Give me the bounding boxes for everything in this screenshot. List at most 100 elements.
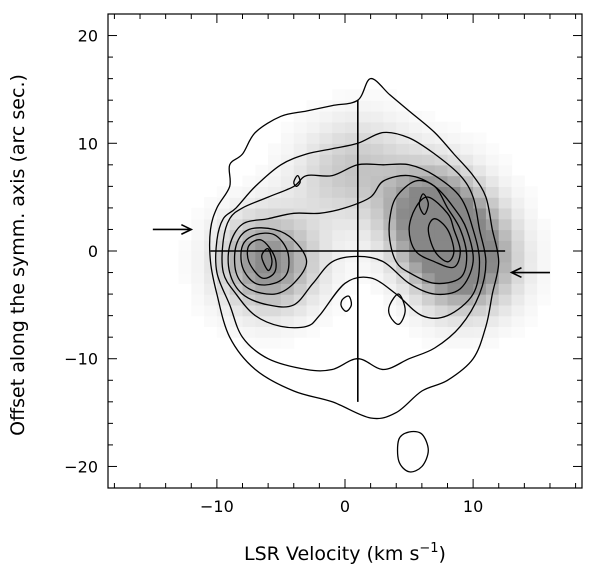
heatmap-cell xyxy=(280,304,295,317)
heatmap-cell xyxy=(345,111,359,123)
heatmap-cell xyxy=(460,197,474,209)
heatmap-cell xyxy=(268,207,282,220)
heatmap-cell xyxy=(447,294,461,306)
heatmap-cell xyxy=(293,304,308,317)
heatmap-cell xyxy=(242,175,256,187)
heatmap-cell xyxy=(345,89,359,101)
heatmap-cell xyxy=(242,197,256,209)
heatmap-cell xyxy=(434,229,449,241)
heatmap-cell xyxy=(511,261,525,274)
heatmap-cell xyxy=(345,100,359,112)
heatmap-cell xyxy=(332,89,346,101)
heatmap-cell xyxy=(255,197,269,209)
heatmap-cell xyxy=(498,294,513,306)
heatmap-cell xyxy=(409,272,423,284)
heatmap-cell xyxy=(485,164,500,177)
heatmap-cell xyxy=(345,186,359,198)
heatmap-cell xyxy=(345,207,359,220)
heatmap-cell xyxy=(447,240,461,252)
heatmap-cell xyxy=(357,197,372,209)
heatmap-cell xyxy=(280,164,295,177)
heatmap-cell xyxy=(357,186,372,198)
heatmap-cell xyxy=(370,283,384,295)
heatmap-cell xyxy=(319,100,333,112)
heatmap-cell xyxy=(460,261,474,274)
heatmap-cell xyxy=(473,197,487,209)
heatmap-cell xyxy=(293,326,308,338)
heatmap-cell xyxy=(306,251,320,263)
heatmap-cell xyxy=(447,251,461,263)
heatmap-cell xyxy=(409,261,423,274)
heatmap-cell xyxy=(345,240,359,252)
heatmap-cell xyxy=(204,272,218,284)
heatmap-cell xyxy=(447,207,461,220)
heatmap-cell xyxy=(434,143,449,155)
heatmap-cell xyxy=(396,197,410,209)
heatmap-cell xyxy=(498,164,513,177)
heatmap-cell xyxy=(370,240,384,252)
heatmap-cell xyxy=(460,229,474,241)
heatmap-cell xyxy=(511,304,525,317)
contour-line xyxy=(227,174,474,308)
heatmap-cell xyxy=(524,218,538,231)
heatmap-cell xyxy=(421,251,436,263)
heatmap-cell xyxy=(306,197,320,209)
heatmap-cell xyxy=(191,272,205,284)
heatmap-cell xyxy=(434,240,449,252)
heatmap-cell xyxy=(204,197,218,209)
heatmap-cell xyxy=(498,186,513,198)
heatmap-cell xyxy=(485,207,500,220)
heatmap-cell xyxy=(421,164,436,177)
heatmap-cell xyxy=(242,218,256,231)
heatmap-cell xyxy=(306,283,320,295)
heatmap-cell xyxy=(332,132,346,144)
heatmap-cell xyxy=(409,143,423,155)
heatmap-cell xyxy=(370,121,384,134)
heatmap-cell xyxy=(293,186,308,198)
contour-line xyxy=(261,248,273,272)
heatmap-cell xyxy=(370,132,384,144)
heatmap-cell xyxy=(319,154,333,166)
contour-line xyxy=(246,239,277,279)
heatmap-cell xyxy=(332,261,346,274)
heatmap-cell xyxy=(357,218,372,231)
x-axis-title-close: ) xyxy=(439,543,446,565)
heatmap-cell xyxy=(409,240,423,252)
heatmap-cell xyxy=(537,294,551,306)
contour-line xyxy=(221,163,481,329)
heatmap-cell xyxy=(498,272,513,284)
heatmap-cell xyxy=(370,164,384,177)
heatmap-cell xyxy=(332,100,346,112)
contour-line xyxy=(408,196,461,269)
heatmap-cell xyxy=(345,229,359,241)
heatmap-cell xyxy=(421,111,436,123)
heatmap-cell xyxy=(242,207,256,220)
heatmap-cell xyxy=(460,207,474,220)
heatmap-cell xyxy=(370,261,384,274)
heatmap-cell xyxy=(306,164,320,177)
heatmap-cell xyxy=(473,143,487,155)
heatmap-cell xyxy=(229,186,244,198)
heatmap-cell xyxy=(280,143,295,155)
heatmap-cell xyxy=(255,261,269,274)
heatmap-cell xyxy=(409,283,423,295)
heatmap-cell xyxy=(319,186,333,198)
heatmap-cell xyxy=(268,337,282,349)
heatmap-cell xyxy=(332,294,346,306)
heatmap-cell xyxy=(255,337,269,349)
heatmap-cell xyxy=(460,143,474,155)
heatmap-cell xyxy=(280,240,295,252)
heatmap-cell xyxy=(421,175,436,187)
x-tick-label: 0 xyxy=(340,497,350,516)
heatmap-cell xyxy=(396,154,410,166)
heatmap-cell xyxy=(229,197,244,209)
heatmap-cell xyxy=(268,283,282,295)
heatmap-cell xyxy=(485,229,500,241)
heatmap-cell xyxy=(396,240,410,252)
heatmap-cell xyxy=(498,240,513,252)
heatmap-cell xyxy=(204,229,218,241)
heatmap-cell xyxy=(255,294,269,306)
heatmap-cell xyxy=(447,175,461,187)
heatmap-cell xyxy=(293,272,308,284)
